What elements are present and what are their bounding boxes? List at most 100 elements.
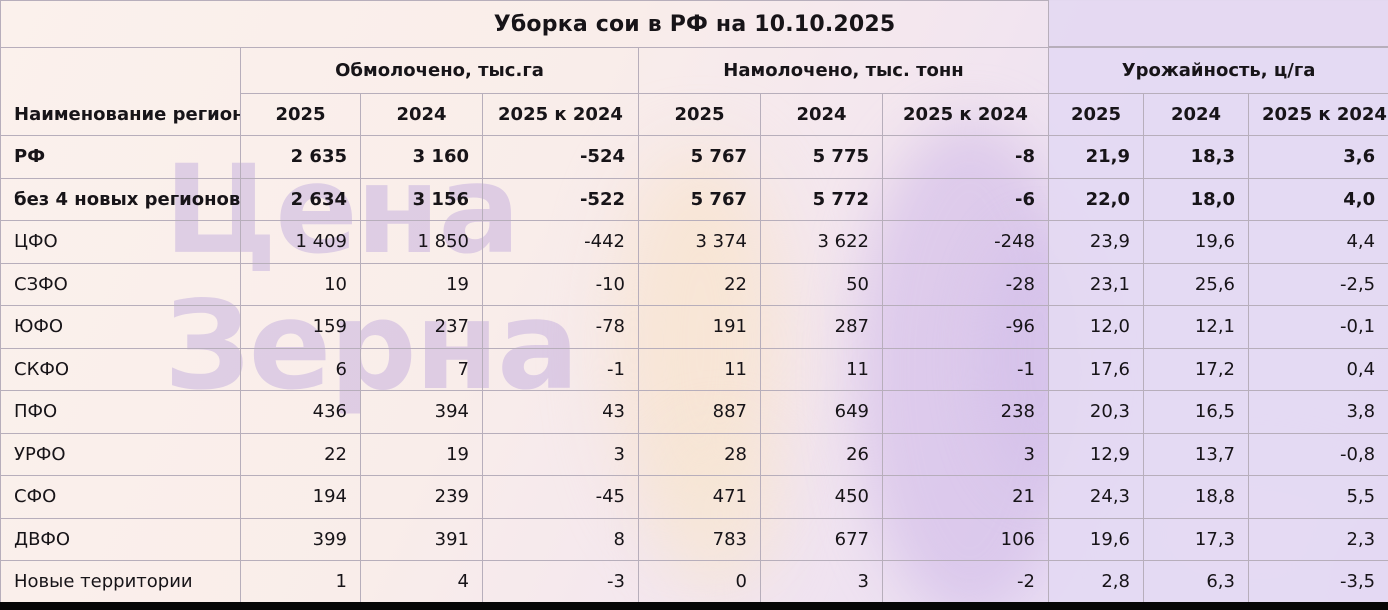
value-cell: 19 <box>360 262 483 306</box>
value-cell: -10 <box>482 262 639 306</box>
table-row: СФО 194 239 -45 471 450 21 24,3 18,8 5,5 <box>0 475 1388 519</box>
value-cell: 5,5 <box>1247 475 1388 519</box>
value-cell: 4,0 <box>1247 177 1388 221</box>
value-cell: -28 <box>882 262 1049 306</box>
value-cell: -3 <box>482 560 639 604</box>
region-name: СКФО <box>0 347 241 391</box>
value-cell: 3,8 <box>1247 390 1388 434</box>
group-header-yield: Урожайность, ц/га <box>1047 47 1388 94</box>
value-cell: 3 374 <box>638 220 761 264</box>
value-cell: 2 634 <box>240 177 361 221</box>
value-cell: -8 <box>882 135 1049 179</box>
value-cell: 17,2 <box>1143 347 1249 391</box>
region-name: ЮФО <box>0 305 241 349</box>
value-cell: 471 <box>638 475 761 519</box>
region-name: ПФО <box>0 390 241 434</box>
title-row-lavender-block <box>1048 0 1388 47</box>
value-cell: 0,4 <box>1247 347 1388 391</box>
value-cell: 106 <box>882 517 1049 561</box>
value-cell: 12,1 <box>1143 305 1249 349</box>
bottom-bar <box>0 602 1388 610</box>
group-header-row: Наименование регионов Обмолочено, тыс.га… <box>0 47 1388 136</box>
region-name: ЦФО <box>0 220 241 264</box>
region-name: УРФО <box>0 432 241 476</box>
group-header-threshed: Обмолочено, тыс.га <box>240 47 639 94</box>
value-cell: -522 <box>482 177 639 221</box>
value-cell: 3 <box>882 432 1049 476</box>
table-row: УРФО 22 19 3 28 26 3 12,9 13,7 -0,8 <box>0 432 1388 476</box>
region-name: без 4 новых регионов <box>0 177 241 221</box>
value-cell: 23,1 <box>1048 262 1144 306</box>
region-name: СФО <box>0 475 241 519</box>
value-cell: 1 <box>240 560 361 604</box>
value-cell: 18,3 <box>1143 135 1249 179</box>
table-row: ЮФО 159 237 -78 191 287 -96 12,0 12,1 -0,1 <box>0 305 1388 349</box>
table-row: без 4 новых регионов 2 634 3 156 -522 5 767 5… <box>0 177 1388 221</box>
value-cell: 17,3 <box>1143 517 1249 561</box>
value-cell: -1 <box>882 347 1049 391</box>
table-row: СКФО 6 7 -1 11 11 -1 17,6 17,2 0,4 <box>0 347 1388 391</box>
value-cell: 12,0 <box>1048 305 1144 349</box>
value-cell: 26 <box>760 432 883 476</box>
table-row: СЗФО 10 19 -10 22 50 -28 23,1 25,6 -2,5 <box>0 262 1388 306</box>
value-cell: 12,9 <box>1048 432 1144 476</box>
value-cell: 887 <box>638 390 761 434</box>
sub-header-row: 2025 2024 2025 к 2024 2025 2024 2025 к 2… <box>1 93 1388 136</box>
value-cell: -96 <box>882 305 1049 349</box>
value-cell: 28 <box>638 432 761 476</box>
value-cell: -2,5 <box>1247 262 1388 306</box>
value-cell: -442 <box>482 220 639 264</box>
value-cell: -248 <box>882 220 1049 264</box>
value-cell: 7 <box>360 347 483 391</box>
value-cell: 22 <box>240 432 361 476</box>
region-name: РФ <box>0 135 241 179</box>
value-cell: 1 409 <box>240 220 361 264</box>
value-cell: 2 635 <box>240 135 361 179</box>
value-cell: 21,9 <box>1048 135 1144 179</box>
value-cell: 677 <box>760 517 883 561</box>
value-cell: 18,8 <box>1143 475 1249 519</box>
value-cell: 17,6 <box>1048 347 1144 391</box>
value-cell: 391 <box>360 517 483 561</box>
col-header-harvested-2025: 2025 <box>638 93 761 136</box>
value-cell: 238 <box>882 390 1049 434</box>
value-cell: -3,5 <box>1247 560 1388 604</box>
table-row: РФ 2 635 3 160 -524 5 767 5 775 -8 21,9 18,3 3,6 <box>0 135 1388 179</box>
value-cell: 10 <box>240 262 361 306</box>
value-cell: 0 <box>638 560 761 604</box>
region-name: Новые территории <box>0 560 241 604</box>
region-column-header: Наименование регионов <box>0 47 241 136</box>
value-cell: -1 <box>482 347 639 391</box>
table-row: Новые территории 1 4 -3 0 3 -2 2,8 6,3 -3,5 <box>0 560 1388 604</box>
value-cell: 21 <box>882 475 1049 519</box>
value-cell: 50 <box>760 262 883 306</box>
value-cell: 22,0 <box>1048 177 1144 221</box>
value-cell: 5 767 <box>638 177 761 221</box>
table-row: ЦФО 1 409 1 850 -442 3 374 3 622 -248 23,9 19,6 4… <box>0 220 1388 264</box>
value-cell: 16,5 <box>1143 390 1249 434</box>
col-header-harvested-2024: 2024 <box>760 93 883 136</box>
region-name: ДВФО <box>0 517 241 561</box>
value-cell: 24,3 <box>1048 475 1144 519</box>
value-cell: 6,3 <box>1143 560 1249 604</box>
value-cell: -6 <box>882 177 1049 221</box>
value-cell: 43 <box>482 390 639 434</box>
value-cell: 2,8 <box>1048 560 1144 604</box>
value-cell: -2 <box>882 560 1049 604</box>
value-cell: 3 <box>760 560 883 604</box>
value-cell: 159 <box>240 305 361 349</box>
value-cell: 239 <box>360 475 483 519</box>
value-cell: 194 <box>240 475 361 519</box>
value-cell: 3 <box>482 432 639 476</box>
value-cell: 11 <box>760 347 883 391</box>
col-header-yield-2025: 2025 <box>1048 93 1144 136</box>
value-cell: 22 <box>638 262 761 306</box>
value-cell: 19,6 <box>1143 220 1249 264</box>
value-cell: 3 160 <box>360 135 483 179</box>
value-cell: -78 <box>482 305 639 349</box>
value-cell: 2,3 <box>1247 517 1388 561</box>
group-header-harvested: Намолочено, тыс. тонн <box>638 47 1049 94</box>
value-cell: 6 <box>240 347 361 391</box>
value-cell: 649 <box>760 390 883 434</box>
